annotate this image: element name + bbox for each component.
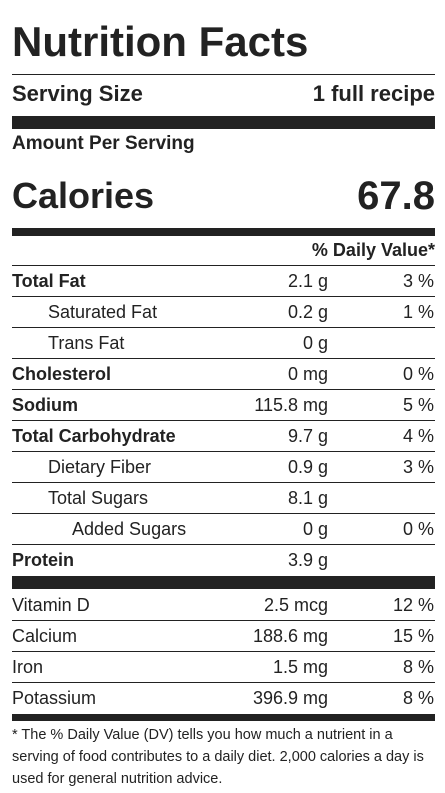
vitamin-name: Calcium <box>12 625 78 646</box>
nutrient-row-added-sugars: Added Sugars 0 g 0 % <box>12 514 435 544</box>
divider <box>12 358 435 359</box>
vitamin-dv: 12 % <box>392 594 434 615</box>
vitamin-row-calcium: Calcium 188.6 mg 15 % <box>12 621 435 651</box>
nutrient-name: Cholesterol <box>12 363 112 384</box>
serving-size-value: 1 full recipe <box>312 81 435 106</box>
divider <box>12 389 435 390</box>
nutrient-dv: 4 % <box>402 425 434 446</box>
nutrient-amount: 9.7 g <box>287 425 328 446</box>
nutrient-row-protein: Protein 3.9 g <box>12 545 435 575</box>
nutrient-amount: 0 g <box>302 332 328 353</box>
divider <box>12 620 435 621</box>
nutrient-dv: 5 % <box>402 394 434 415</box>
nutrient-name: Total Sugars <box>48 487 149 508</box>
nutrient-name: Trans Fat <box>48 332 125 353</box>
amount-per-serving: Amount Per Serving <box>12 133 195 154</box>
divider <box>12 482 435 483</box>
nutrient-row-total-carbohydrate: Total Carbohydrate 9.7 g 4 % <box>12 421 435 451</box>
divider <box>12 74 435 75</box>
divider <box>12 420 435 421</box>
vitamin-row-vitamin-d: Vitamin D 2.5 mcg 12 % <box>12 590 435 620</box>
vitamin-amount: 1.5 mg <box>272 656 328 677</box>
daily-value-header: % Daily Value* <box>311 240 435 260</box>
vitamin-name: Iron <box>12 656 44 677</box>
vitamin-dv: 8 % <box>402 656 434 677</box>
nutrient-name: Protein <box>12 549 75 570</box>
nutrient-row-dietary-fiber: Dietary Fiber 0.9 g 3 % <box>12 452 435 482</box>
vitamin-row-iron: Iron 1.5 mg 8 % <box>12 652 435 682</box>
divider <box>12 327 435 328</box>
nutrient-name: Sodium <box>12 394 78 415</box>
vitamin-dv: 8 % <box>402 687 434 708</box>
nutrient-amount: 115.8 mg <box>254 394 328 415</box>
nutrient-row-cholesterol: Cholesterol 0 mg 0 % <box>12 359 435 389</box>
divider <box>12 451 435 452</box>
vitamin-row-potassium: Potassium 396.9 mg 8 % <box>12 683 435 713</box>
nutrient-amount: 0 mg <box>287 363 328 384</box>
label-title: Nutrition Facts <box>12 18 309 65</box>
nutrient-amount: 0.2 g <box>287 301 328 322</box>
medium-divider <box>12 228 435 236</box>
serving-size-row: Serving Size 1 full recipe <box>12 78 435 110</box>
nutrient-amount: 2.1 g <box>287 270 328 291</box>
divider <box>12 544 435 545</box>
thick-divider <box>12 576 435 589</box>
nutrient-row-total-sugars: Total Sugars 8.1 g <box>12 483 435 513</box>
nutrient-amount: 3.9 g <box>287 549 328 570</box>
vitamin-dv: 15 % <box>392 625 434 646</box>
nutrient-row-saturated-fat: Saturated Fat 0.2 g 1 % <box>12 297 435 327</box>
nutrient-name: Total Fat <box>12 270 86 291</box>
nutrient-row-sodium: Sodium 115.8 mg 5 % <box>12 390 435 420</box>
nutrient-amount: 0.9 g <box>287 456 328 477</box>
nutrient-amount: 0 g <box>302 518 328 539</box>
nutrient-dv: 1 % <box>402 301 434 322</box>
nutrient-row-total-fat: Total Fat 2.1 g 3 % <box>12 266 435 296</box>
calories-value: 67.8 <box>357 173 435 218</box>
medium-divider <box>12 714 435 721</box>
nutrient-amount: 8.1 g <box>287 487 328 508</box>
divider <box>12 682 435 683</box>
divider <box>12 296 435 297</box>
nutrient-name: Added Sugars <box>72 518 187 539</box>
nutrient-name: Total Carbohydrate <box>12 425 176 446</box>
calories-label: Calories <box>12 175 155 216</box>
divider <box>12 513 435 514</box>
calories-row: Calories 67.8 <box>12 170 435 222</box>
vitamin-name: Vitamin D <box>12 594 90 615</box>
nutrient-row-trans-fat: Trans Fat 0 g <box>12 328 435 358</box>
vitamin-amount: 188.6 mg <box>252 625 328 646</box>
divider <box>12 651 435 652</box>
serving-size-label: Serving Size <box>12 81 143 106</box>
footnote: * The % Daily Value (DV) tells you how m… <box>12 727 424 787</box>
nutrient-dv: 0 % <box>402 518 434 539</box>
vitamin-amount: 2.5 mcg <box>263 594 328 615</box>
nutrient-dv: 0 % <box>402 363 434 384</box>
nutrient-dv: 3 % <box>402 456 434 477</box>
nutrient-name: Dietary Fiber <box>48 456 152 477</box>
vitamin-amount: 396.9 mg <box>252 687 328 708</box>
vitamin-name: Potassium <box>12 687 97 708</box>
thick-divider <box>12 116 435 129</box>
nutrient-name: Saturated Fat <box>48 301 158 322</box>
nutrient-dv: 3 % <box>402 270 434 291</box>
divider <box>12 265 435 266</box>
